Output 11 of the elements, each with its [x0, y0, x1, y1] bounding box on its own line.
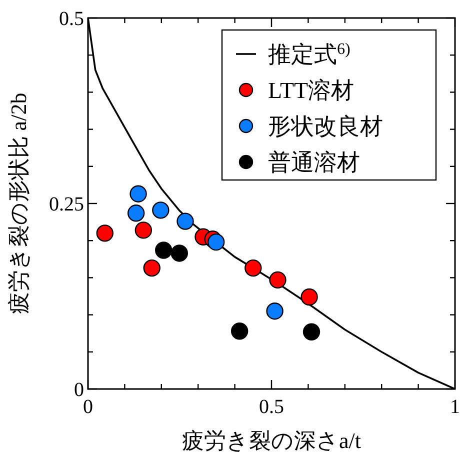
- x-axis-title: 疲労き裂の深さa/t: [182, 428, 361, 453]
- y-tick-label: 0.5: [59, 8, 84, 30]
- legend-label: 普通溶材: [268, 150, 360, 175]
- legend-label: 形状改良材: [268, 114, 383, 139]
- legend-label: 推定式$^{6)}$: [268, 40, 350, 67]
- x-tick-label: 1: [450, 396, 460, 418]
- y-tick-label: 0: [74, 379, 84, 401]
- y-tick-label: 0.25: [49, 194, 84, 216]
- legend-label: LTT溶材: [268, 78, 354, 103]
- x-tick-label: 0.5: [259, 396, 284, 418]
- y-axis-title: 疲労き裂の形状比 a/2b: [6, 92, 31, 314]
